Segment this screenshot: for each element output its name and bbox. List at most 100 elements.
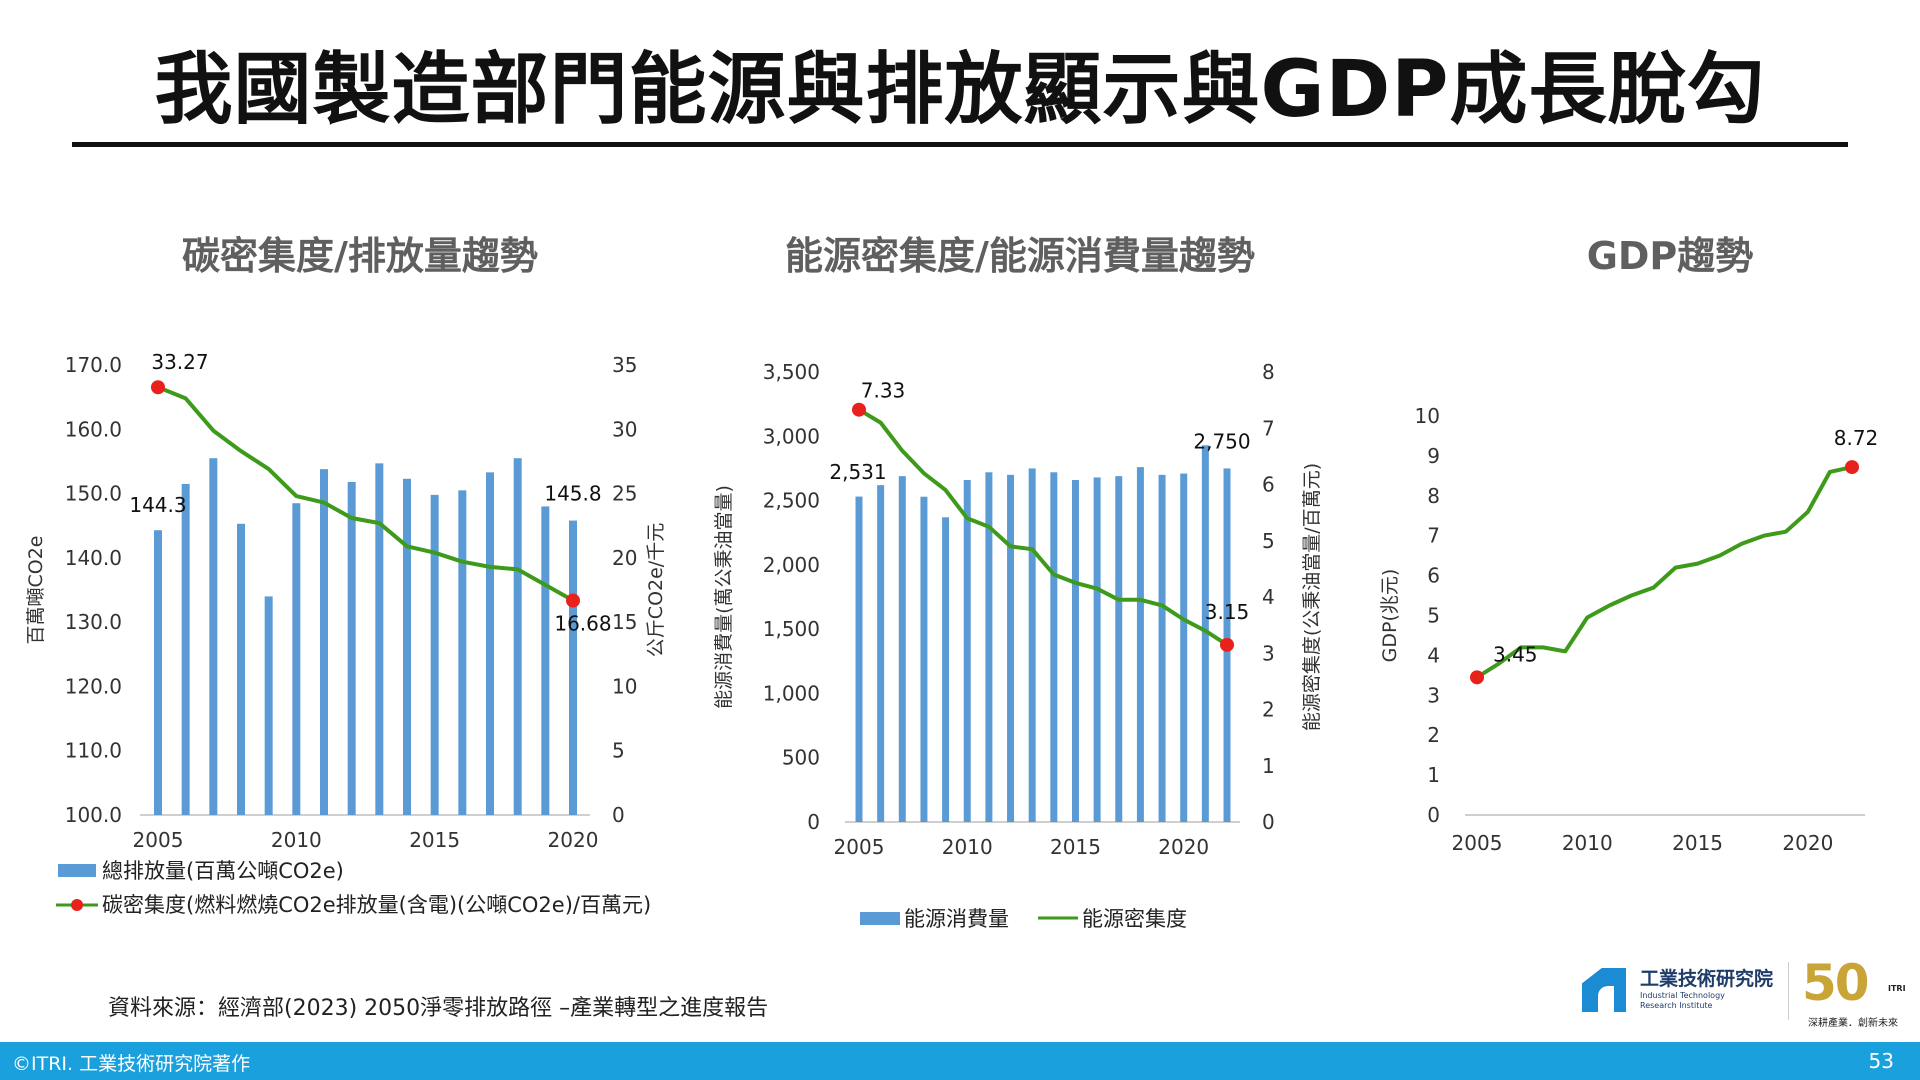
chart3-x-tick: 2020	[1782, 831, 1833, 855]
chart1-bar	[375, 463, 384, 815]
chart2-bar	[1158, 474, 1166, 822]
chart1-legend-bar-swatch	[58, 864, 96, 877]
chart3-y-tick: 3	[1427, 683, 1440, 707]
chart1-data-label: 33.27	[151, 350, 208, 374]
itri-name-zh: 工業技術研究院	[1640, 968, 1774, 990]
chart2-legend-bar-label: 能源消費量	[904, 907, 1009, 931]
chart2-y-right-tick: 5	[1262, 529, 1275, 553]
chart1-y-left-tick: 120.0	[65, 674, 122, 698]
chart2-y-right-tick: 3	[1262, 641, 1275, 665]
chart1-bar	[430, 494, 439, 815]
chart2-y-left-tick: 1,500	[763, 617, 820, 641]
chart1-bar	[292, 503, 301, 815]
chart2-line-marker	[1220, 637, 1234, 652]
chart1-y-right-tick: 35	[612, 353, 637, 377]
chart2-x-tick: 2015	[1050, 835, 1101, 859]
chart1-line-marker	[151, 380, 165, 395]
chart3-y-tick: 9	[1427, 444, 1440, 468]
chart1-y-left-tick: 110.0	[65, 739, 122, 763]
chart1-x-tick: 2015	[409, 828, 460, 852]
chart3-y-tick: 10	[1415, 404, 1440, 428]
chart1-heading: 碳密集度/排放量趨勢	[182, 234, 538, 278]
chart1-y-left-tick: 160.0	[65, 417, 122, 441]
chart1-y-right-tick: 20	[612, 546, 637, 570]
chart2-y-right-tick: 2	[1262, 698, 1275, 722]
chart1-y-left-tick: 140.0	[65, 546, 122, 570]
anniversary-logo: 50 ITRI 深耕產業．創新未來	[1800, 954, 1910, 1030]
slide-title: 我國製造部門能源與排放顯示與GDP成長脫勾	[154, 45, 1766, 135]
chart1-bar	[237, 523, 245, 815]
chart2-y-right-tick: 7	[1262, 416, 1275, 440]
chart1-legend-line-label: 碳密集度(燃料燃燒CO2e排放量(含電)(公噸CO2e)/百萬元)	[102, 893, 651, 917]
chart3-y-tick: 1	[1427, 763, 1440, 787]
chart1-y-left-tick: 150.0	[65, 482, 122, 506]
chart1-y-left-tick: 130.0	[65, 610, 122, 634]
chart3-y-tick: 6	[1427, 564, 1440, 588]
chart2-y-left-tick: 3,500	[763, 360, 820, 384]
chart1-line-marker	[566, 593, 580, 608]
chart3-heading: GDP趨勢	[1586, 234, 1754, 278]
source-note: 資料來源：經濟部(2023) 2050淨零排放路徑 –產業轉型之進度報告	[108, 996, 769, 1021]
chart2-bar	[1180, 473, 1188, 822]
chart3-x-tick: 2005	[1452, 831, 1503, 855]
chart3-y-tick: 2	[1427, 723, 1440, 747]
chart1-bar	[486, 472, 494, 815]
chart1-bar	[209, 458, 218, 815]
chart1-bar	[569, 520, 577, 815]
chart1-x-tick: 2005	[133, 828, 184, 852]
chart2-y-right-tick: 1	[1262, 754, 1275, 778]
chart2-data-label: 3.15	[1205, 600, 1250, 624]
chart3-y-tick: 0	[1427, 803, 1440, 827]
chart3-y-tick: 7	[1427, 524, 1440, 548]
chart2-x-tick: 2010	[942, 835, 993, 859]
chart3-y-title: GDP(兆元)	[1379, 569, 1401, 663]
chart1-y-right-tick: 5	[612, 739, 625, 763]
chart3-x-tick: 2010	[1562, 831, 1613, 855]
title-underline	[72, 142, 1848, 147]
itri-name-en: Industrial Technology Research Institute	[1640, 991, 1725, 1010]
chart1-y-right-tick: 0	[612, 803, 625, 827]
chart3-y-tick: 5	[1427, 604, 1440, 628]
chart3-data-label: 3.45	[1493, 642, 1538, 666]
chart2-bar	[1071, 480, 1079, 822]
chart1-bar	[541, 506, 550, 815]
chart1-legend-line-marker	[71, 899, 83, 911]
chart1-bar	[181, 483, 190, 815]
chart1-y-right-tick: 25	[612, 482, 637, 506]
chart2-data-label: 7.33	[861, 379, 906, 403]
chart2-bar	[855, 496, 863, 822]
chart1-bar	[458, 490, 467, 815]
chart1-x-tick: 2020	[548, 828, 599, 852]
anniversary-number: 50	[1802, 954, 1870, 1012]
chart3-x-tick: 2015	[1672, 831, 1723, 855]
chart2-y-left-tick: 500	[782, 746, 820, 770]
logo-divider	[1788, 962, 1789, 1020]
chart2-data-label: 2,750	[1193, 429, 1250, 453]
chart2-x-tick: 2020	[1158, 835, 1209, 859]
chart2-y-right-title: 能源密集度(公秉油當量/百萬元)	[1301, 463, 1323, 731]
chart1-bar	[403, 478, 411, 815]
footer-copyright: ©ITRI. 工業技術研究院著作	[12, 1053, 251, 1075]
chart1-y-left-tick: 100.0	[65, 803, 122, 827]
chart1-y-left-tick: 170.0	[65, 353, 122, 377]
itri-logo: 工業技術研究院 Industrial Technology Research I…	[1582, 964, 1774, 1016]
chart2-bar	[877, 485, 885, 822]
itri-emblem-icon	[1582, 968, 1626, 1012]
chart2-bar	[1007, 474, 1015, 822]
chart3-line-marker	[1470, 670, 1484, 685]
chart1-bar	[320, 469, 328, 815]
chart1-data-label: 144.3	[129, 493, 186, 517]
chart1-bar	[513, 458, 522, 815]
chart3-line-marker	[1845, 460, 1859, 475]
chart2-y-left-tick: 1,000	[763, 681, 820, 705]
chart2-y-left-tick: 2,500	[763, 489, 820, 513]
chart1-line	[157, 385, 574, 603]
chart2-y-right-tick: 8	[1262, 360, 1275, 384]
chart2-bar	[963, 480, 971, 822]
chart3-y-tick: 4	[1427, 643, 1440, 667]
chart2-y-left-tick: 0	[807, 810, 820, 834]
chart1-bar	[264, 596, 273, 815]
chart2-y-right-tick: 6	[1262, 473, 1275, 497]
chart2-line	[857, 407, 1229, 647]
chart3-line	[1475, 465, 1853, 679]
